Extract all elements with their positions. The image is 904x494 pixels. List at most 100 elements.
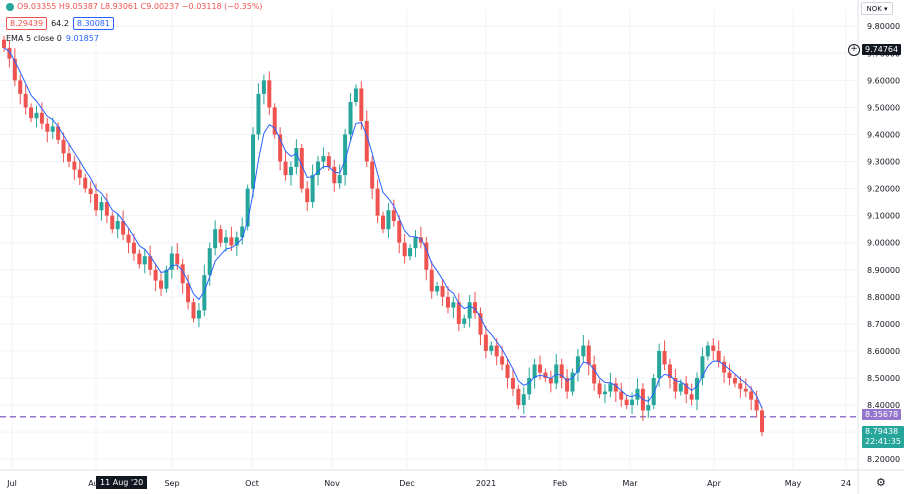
x-tick-label: 24 — [841, 479, 851, 488]
candle-body — [61, 139, 66, 154]
candle-body — [299, 148, 304, 189]
candle-body — [180, 264, 185, 284]
candle-body — [532, 364, 537, 378]
y-tick-label: 8.60000 — [867, 347, 900, 356]
candle-body — [743, 388, 748, 392]
y-tick-label: 8.90000 — [867, 266, 900, 275]
candle-body — [137, 253, 142, 265]
y-tick-label: 9.50000 — [867, 103, 900, 112]
market-open-icon — [6, 2, 14, 11]
x-tick-label: May — [785, 479, 802, 488]
plus-icon[interactable]: + — [848, 44, 860, 56]
candle-body — [727, 372, 732, 378]
candle-body — [131, 242, 136, 254]
candle-body — [494, 345, 499, 357]
candle-body — [234, 237, 239, 246]
candle-body — [667, 364, 672, 378]
candle-body — [39, 112, 44, 124]
candle-body — [548, 378, 553, 384]
candle-body — [326, 156, 331, 167]
candle-body — [673, 378, 678, 392]
candle-body — [77, 169, 82, 178]
candle-body — [738, 383, 743, 389]
candle-body — [34, 112, 39, 119]
candle-body — [462, 318, 467, 324]
bid-ask-row: 8.29439 64.2 8.30081 — [6, 17, 114, 30]
last-price-label: 8.79438 22:41:35 — [862, 426, 904, 448]
y-tick-label: 9.60000 — [867, 76, 900, 85]
candle-body — [559, 364, 564, 378]
y-tick-label: 8.80000 — [867, 293, 900, 302]
y-axis: 9.800009.700009.600009.500009.400009.300… — [867, 22, 900, 464]
candle-body — [66, 153, 71, 162]
x-tick-label: 2021 — [476, 479, 496, 488]
candle-body — [408, 248, 413, 257]
candle-body — [348, 102, 353, 135]
x-tick-label: Sep — [164, 479, 179, 488]
spread-value: 64.2 — [51, 19, 69, 28]
y-tick-label: 8.70000 — [867, 320, 900, 329]
x-tick-label: Apr — [707, 479, 722, 488]
candle-body — [104, 202, 109, 216]
ohlc-legend: O9.03355 H9.05387 L8.93061 C9.00237 −0.0… — [6, 2, 263, 11]
candle-body — [353, 88, 358, 102]
candle-body — [56, 126, 61, 140]
candle-body — [381, 215, 385, 230]
candle-body — [110, 215, 115, 230]
candle-body — [94, 194, 99, 211]
candle-body — [700, 356, 705, 378]
candle-body — [581, 345, 586, 357]
candle-body — [602, 391, 607, 395]
y-tick-label: 9.10000 — [867, 212, 900, 221]
candle-body — [164, 269, 169, 289]
candle-body — [435, 286, 440, 292]
candle-body — [191, 302, 196, 319]
y-tick-label: 8.50000 — [867, 374, 900, 383]
crosshair-price-label: 9.74764 — [862, 44, 902, 55]
candle-body — [196, 310, 201, 319]
candle-body — [592, 364, 597, 384]
candle-body — [207, 248, 212, 276]
bid-button[interactable]: 8.29439 — [6, 17, 48, 30]
candle-body — [565, 378, 570, 392]
candle-body — [288, 166, 293, 176]
candle-body — [169, 253, 174, 270]
candle-body — [50, 126, 55, 132]
candle-body — [175, 253, 180, 265]
candle-body — [7, 47, 12, 59]
candle-body — [722, 361, 727, 373]
candle-body — [186, 283, 191, 303]
candle-body — [2, 39, 6, 48]
candle-body — [608, 383, 613, 392]
ask-button[interactable]: 8.30081 — [72, 17, 114, 30]
candle-body — [337, 175, 342, 184]
currency-dropdown[interactable]: NOK ▾ — [861, 2, 893, 15]
gear-icon[interactable]: ⚙ — [876, 477, 886, 489]
candle-body — [283, 161, 288, 176]
candle-body — [527, 378, 532, 395]
candle-body — [695, 378, 700, 400]
candle-body — [397, 221, 402, 243]
candle-body — [613, 383, 618, 392]
candle-body — [213, 229, 218, 249]
candle-body — [310, 175, 315, 203]
candle-body — [251, 134, 256, 189]
candle-body — [126, 234, 131, 243]
x-tick-label: Mar — [622, 479, 638, 488]
candle-body — [732, 378, 737, 384]
candle-body — [413, 237, 418, 249]
candle-body — [267, 80, 272, 108]
candle-body — [272, 107, 277, 135]
ema-legend[interactable]: EMA 5 close 0 9.01857 — [6, 34, 99, 43]
candle-body — [256, 93, 261, 135]
y-tick-label: 8.40000 — [867, 401, 900, 410]
candle-body — [153, 269, 158, 281]
candle-body — [391, 210, 396, 222]
candle-body — [375, 188, 380, 216]
candle-body — [456, 302, 461, 324]
candle-body — [202, 275, 207, 311]
candle-body — [159, 280, 164, 289]
candle-body — [754, 399, 759, 411]
